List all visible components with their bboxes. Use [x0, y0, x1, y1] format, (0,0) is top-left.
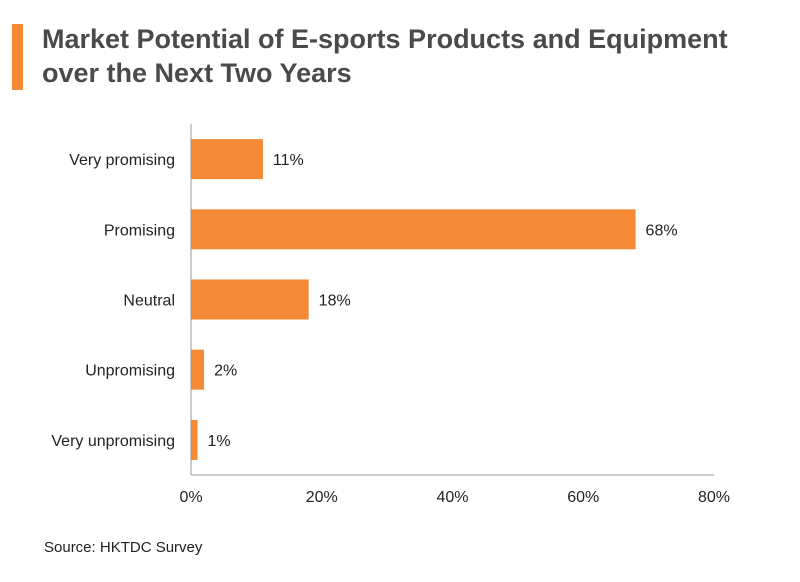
category-label: Neutral: [123, 293, 175, 310]
bar-promising: [191, 209, 636, 250]
x-tick-label: 20%: [306, 489, 338, 506]
category-label: Promising: [104, 222, 175, 239]
title-accent-bar: [12, 24, 23, 90]
chart-title-line-1: Market Potential of E-sports Products an…: [42, 24, 728, 54]
source-note: Source: HKTDC Survey: [44, 539, 203, 556]
category-label: Very unpromising: [51, 433, 175, 450]
data-label: 1%: [208, 433, 231, 450]
x-tick-label: 60%: [567, 489, 599, 506]
chart-title-line-2: over the Next Two Years: [42, 58, 352, 88]
data-label: 68%: [646, 222, 678, 239]
category-label: Unpromising: [85, 363, 175, 380]
bar-unpromising: [191, 349, 205, 390]
bar-neutral: [191, 279, 309, 320]
data-label: 11%: [273, 152, 304, 169]
x-tick-label: 40%: [436, 489, 468, 506]
data-label: 2%: [214, 363, 237, 380]
bar-very-promising: [191, 139, 263, 180]
x-tick-label: 0%: [179, 489, 202, 506]
bar-very-unpromising: [191, 419, 198, 460]
x-tick-label: 80%: [698, 489, 730, 506]
category-label: Very promising: [69, 152, 175, 169]
chart-title: Market Potential of E-sports Products an…: [42, 22, 782, 90]
data-label: 18%: [319, 293, 351, 310]
